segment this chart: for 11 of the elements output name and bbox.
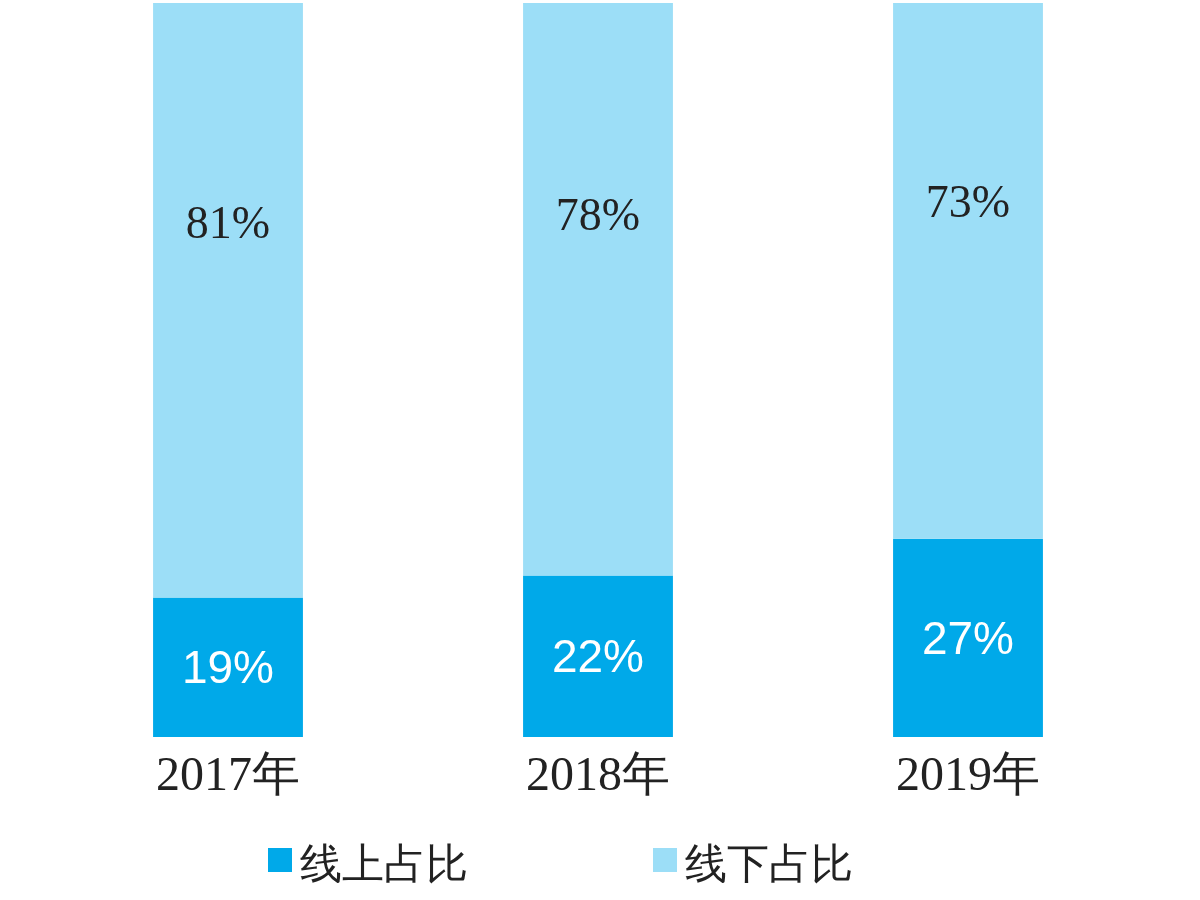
x-tick-label: 2019年: [896, 747, 1040, 800]
data-label: 19%: [181, 641, 275, 694]
data-label: 81%: [185, 197, 271, 249]
x-tick-label: 2018年: [526, 747, 670, 800]
data-label: 27%: [921, 611, 1015, 664]
data-label: 78%: [555, 189, 641, 241]
legend-label: 线下占比: [685, 839, 853, 888]
data-label: 73%: [925, 175, 1011, 227]
legend-label: 线上占比: [300, 839, 468, 888]
x-tick-label: 2017年: [156, 747, 300, 800]
data-label: 22%: [551, 630, 645, 683]
